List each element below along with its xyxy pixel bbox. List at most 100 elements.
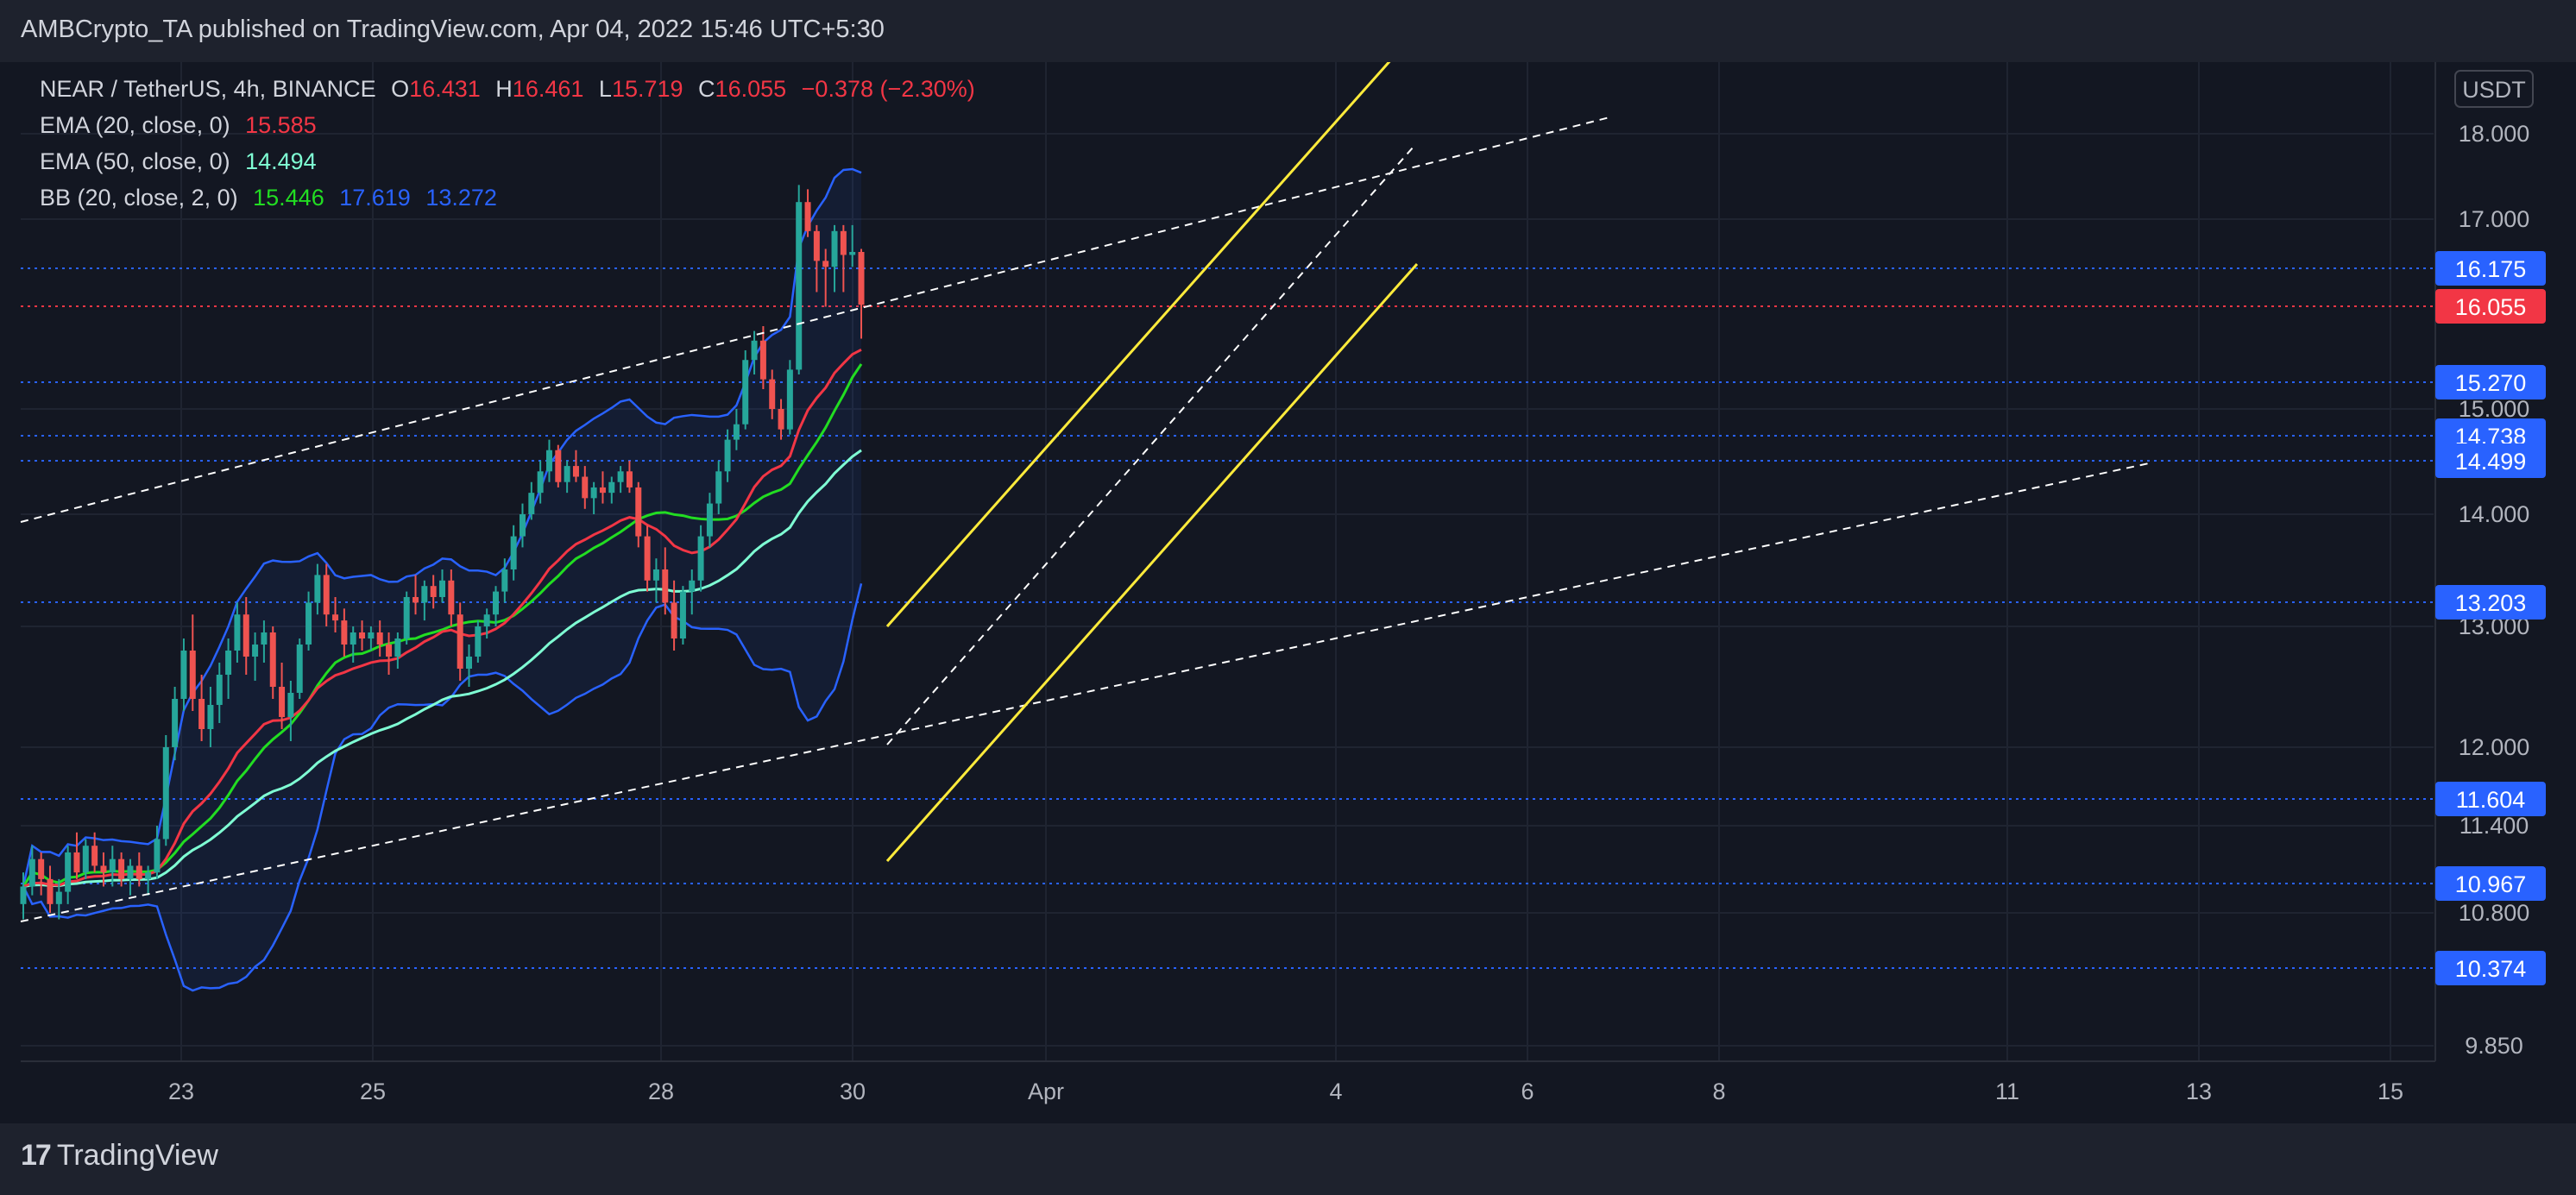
candle-57	[528, 481, 535, 520]
legend-o-label: O	[391, 76, 410, 102]
legend-symbol: NEAR / TetherUS, 4h, BINANCE	[40, 76, 376, 102]
candle-body-26	[252, 645, 259, 657]
candle-body-23	[225, 651, 232, 675]
candle-body-10	[109, 859, 116, 873]
candle-81	[742, 350, 749, 430]
candle-22	[216, 663, 223, 723]
level-tag-label-2: 15.270	[2455, 370, 2527, 396]
candle-12	[127, 859, 134, 896]
price-tick-5: 12.000	[2459, 734, 2530, 760]
candle-5	[65, 846, 72, 904]
candle-47	[439, 569, 446, 603]
candle-body-51	[475, 626, 482, 657]
candle-80	[733, 409, 740, 450]
time-tick-10: 15	[2378, 1079, 2403, 1104]
candle-71	[652, 558, 659, 603]
candle-19	[189, 614, 196, 711]
candle-body-85	[778, 409, 784, 430]
legend-bb-upper: 17.619	[339, 185, 411, 211]
candle-17	[172, 687, 179, 761]
candle-90	[822, 248, 829, 307]
candle-body-56	[519, 514, 526, 537]
candle-body-5	[65, 852, 72, 892]
price-tick-0: 18.000	[2459, 121, 2530, 147]
candle-28	[269, 626, 276, 699]
candle-body-6	[73, 852, 80, 873]
candle-body-20	[198, 699, 205, 729]
legend-bb-label: BB (20, close, 2, 0)	[40, 185, 238, 211]
price-axis[interactable]: USDT18.00017.00015.00014.00013.00012.000…	[2434, 62, 2576, 1063]
candle-body-63	[582, 476, 589, 499]
candle-body-84	[769, 379, 776, 409]
publisher-text: AMBCrypto_TA published on TradingView.co…	[21, 16, 885, 43]
candle-body-57	[528, 493, 535, 514]
tradingview-logo[interactable]: 17 TradingView	[21, 1139, 218, 1173]
candle-body-78	[715, 471, 722, 504]
candle-body-41	[386, 645, 393, 657]
price-tick-8: 9.850	[2465, 1033, 2523, 1059]
candle-44	[413, 575, 419, 615]
candle-39	[368, 626, 375, 651]
candle-body-92	[840, 230, 847, 255]
candle-body-80	[733, 424, 740, 440]
candle-43	[403, 591, 410, 645]
legend-change: −0.378 (−2.30%)	[801, 76, 975, 102]
candle-64	[590, 481, 597, 514]
candle-body-62	[572, 466, 579, 477]
legend-c-label: C	[698, 76, 715, 102]
candle-body-64	[590, 487, 597, 499]
candle-67	[617, 466, 624, 494]
price-chart[interactable]: USDT18.00017.00015.00014.00013.00012.000…	[0, 62, 2576, 1123]
candle-55	[510, 525, 517, 581]
candle-body-21	[207, 705, 214, 729]
candle-66	[608, 476, 615, 504]
candle-87	[796, 185, 803, 375]
candle-body-32	[305, 602, 312, 645]
candle-63	[582, 466, 589, 509]
footer-banner: 17 TradingView	[0, 1123, 2576, 1195]
candle-body-18	[180, 651, 187, 699]
candle-53	[492, 586, 499, 626]
time-axis[interactable]: 23 25 28 30 Apr 4 6 8 11 13 15	[21, 1060, 2435, 1104]
candle-body-1	[28, 859, 35, 887]
candle-body-65	[599, 487, 606, 494]
candle-1	[28, 846, 35, 896]
candle-41	[386, 632, 393, 675]
candle-52	[483, 608, 490, 638]
level-tag-0: 16.175	[2435, 251, 2546, 286]
legend-ema50-row: EMA (50, close, 0) 14.494	[40, 148, 325, 175]
candle-4	[55, 878, 62, 920]
candle-8	[91, 832, 98, 873]
level-tag-7: 10.967	[2435, 866, 2546, 901]
candle-68	[626, 460, 633, 494]
candle-body-48	[448, 580, 455, 615]
candle-body-40	[376, 632, 383, 645]
time-tick-6: 6	[1521, 1079, 1534, 1104]
legend-ema20-label: EMA (20, close, 0)	[40, 112, 230, 138]
candle-body-25	[242, 614, 249, 657]
candle-48	[448, 569, 455, 626]
candle-26	[252, 632, 259, 681]
candle-20	[198, 675, 205, 741]
candle-body-70	[644, 536, 651, 581]
candle-88	[804, 189, 811, 237]
candle-body-69	[635, 487, 642, 537]
candle-72	[662, 547, 669, 615]
candle-10	[109, 846, 116, 887]
price-tick-3: 14.000	[2459, 501, 2530, 527]
candle-35	[332, 596, 339, 632]
candle-body-94	[858, 252, 865, 305]
candle-body-83	[759, 340, 766, 380]
time-tick-5: 4	[1329, 1079, 1342, 1104]
candle-31	[296, 638, 303, 699]
candle-32	[305, 591, 312, 651]
candle-body-77	[706, 503, 713, 537]
candle-body-46	[430, 586, 437, 597]
level-tag-bg-1	[2435, 289, 2546, 324]
candle-body-14	[145, 872, 152, 879]
level-tag-label-4: 14.499	[2455, 449, 2527, 475]
candle-51	[475, 620, 482, 663]
candle-body-0	[20, 886, 27, 904]
level-tag-bg-5	[2435, 585, 2546, 620]
candle-body-90	[822, 261, 829, 267]
